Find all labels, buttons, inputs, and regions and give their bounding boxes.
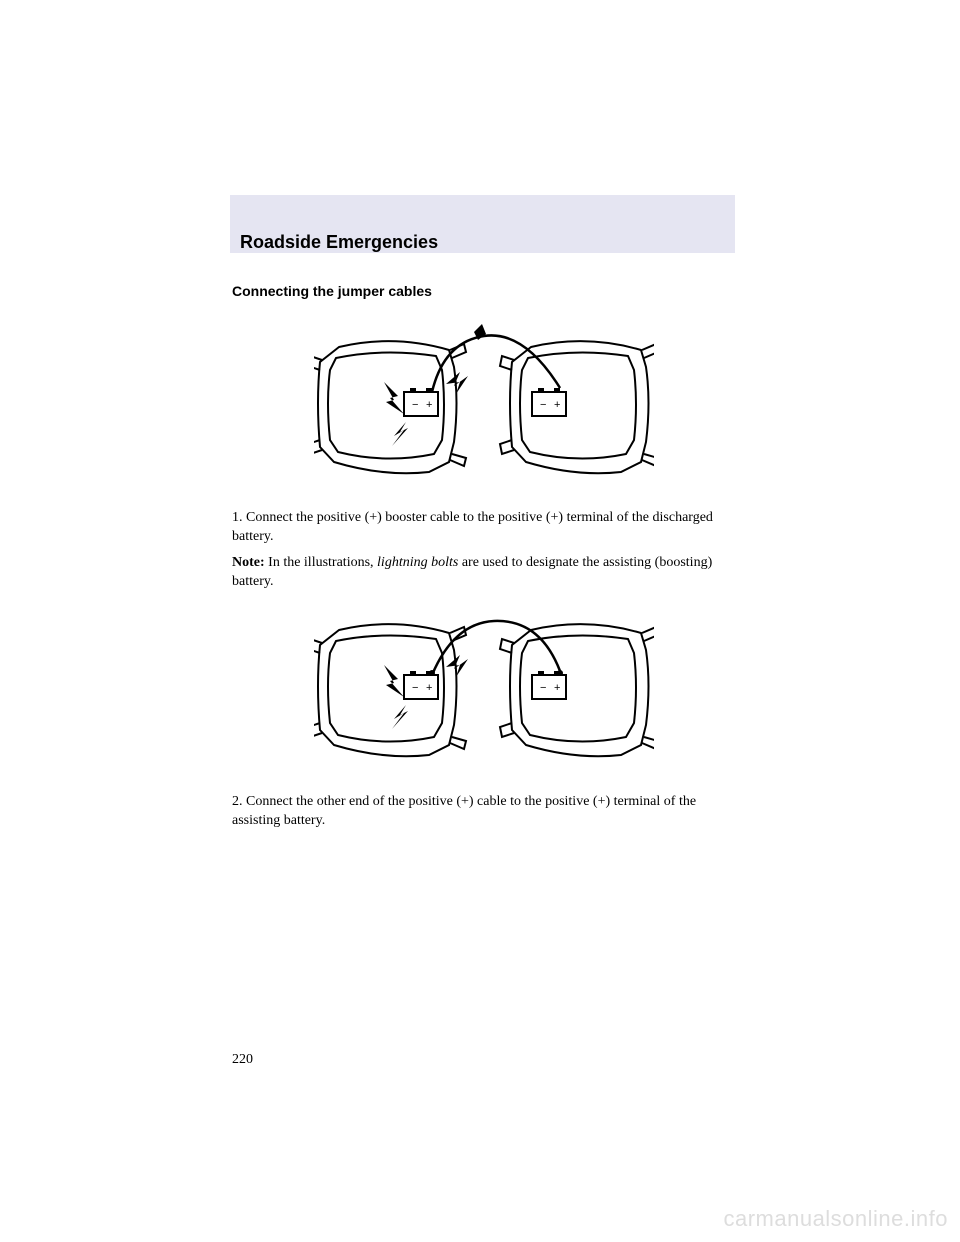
note-text: Note: In the illustrations, lightning bo… [232, 554, 732, 592]
jumper-diagram-1-svg: − + [314, 322, 654, 488]
page-number: 220 [232, 1052, 253, 1068]
svg-text:+: + [426, 399, 432, 411]
header-title: Roadside Emergencies [240, 232, 438, 253]
svg-text:−: − [412, 399, 418, 411]
svg-text:+: + [554, 399, 560, 411]
jumper-diagram-2-svg: − + − + [314, 605, 654, 771]
svg-text:+: + [554, 682, 560, 694]
svg-text:−: − [412, 682, 418, 694]
svg-text:+: + [426, 682, 432, 694]
positive-cable-connected [432, 621, 560, 675]
watermark: carmanualsonline.info [723, 1206, 948, 1232]
diagram-2: − + − + [314, 605, 654, 771]
note-label: Note: [232, 555, 265, 570]
page: Roadside Emergencies Connecting the jump… [0, 0, 960, 1242]
right-battery-icon: − + [532, 388, 566, 416]
svg-text:−: − [540, 682, 546, 694]
note-before: In the illustrations, [265, 555, 377, 570]
svg-text:−: − [540, 399, 546, 411]
step-2-text: 2. Connect the other end of the positive… [232, 793, 732, 831]
step-1-text: 1. Connect the positive (+) booster cabl… [232, 509, 732, 547]
note-italic: lightning bolts [377, 555, 458, 570]
diagram-1: − + [314, 322, 654, 488]
sub-heading: Connecting the jumper cables [232, 283, 432, 299]
